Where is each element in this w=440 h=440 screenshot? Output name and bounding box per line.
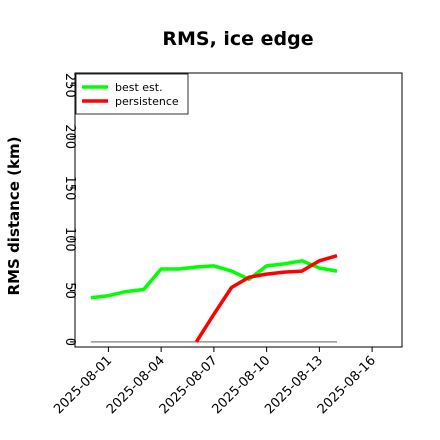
chart-title: RMS, ice edge bbox=[162, 28, 313, 50]
legend-label-persistence: persistence bbox=[115, 95, 179, 108]
y-axis: 0 50 100 150 200 250 bbox=[62, 73, 77, 346]
y-axis-label: RMS distance (km) bbox=[5, 137, 23, 296]
x-axis: 2025-08-012025-08-042025-08-072025-08-10… bbox=[51, 347, 379, 417]
legend: best est. persistence bbox=[75, 73, 189, 115]
y-tick-label: 250 bbox=[62, 73, 77, 98]
y-tick-label: 200 bbox=[62, 124, 77, 149]
y-tick-label: 50 bbox=[62, 282, 77, 299]
y-tick-label: 0 bbox=[62, 338, 77, 346]
legend-box bbox=[75, 73, 189, 115]
plot-frame bbox=[74, 72, 403, 348]
best-est-line bbox=[90, 259, 338, 300]
series-layer bbox=[90, 254, 338, 343]
legend-label-best-est: best est. bbox=[115, 81, 163, 94]
y-tick-label: 100 bbox=[62, 227, 77, 252]
y-tick-label: 150 bbox=[62, 176, 77, 201]
persistence-line bbox=[194, 254, 338, 343]
